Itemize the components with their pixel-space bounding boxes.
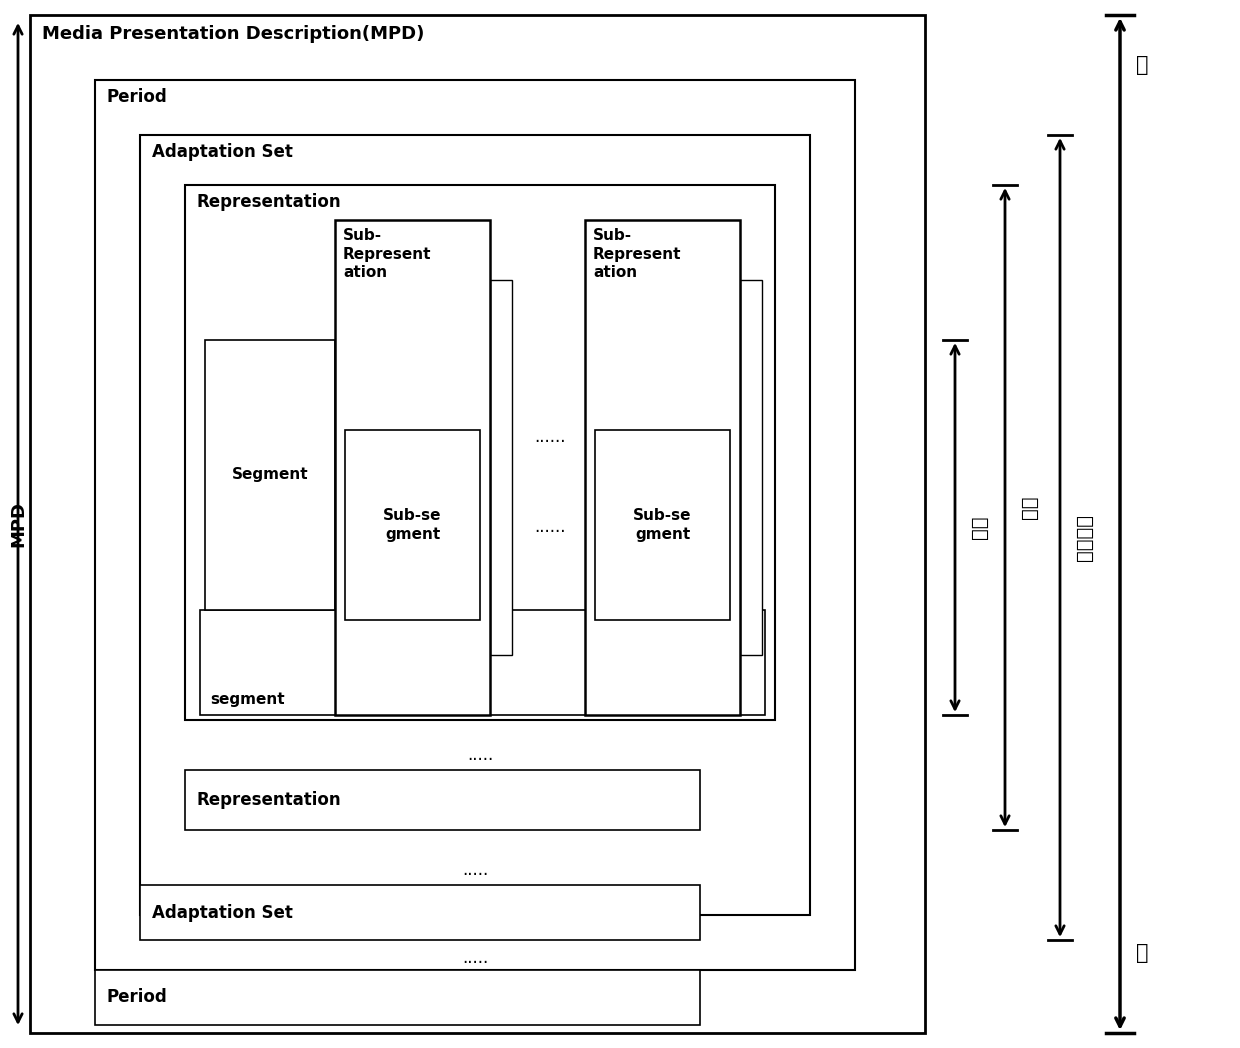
- Text: Sub-se
gment: Sub-se gment: [634, 508, 692, 542]
- Text: .....: .....: [467, 746, 494, 764]
- Text: Representation: Representation: [197, 791, 342, 809]
- Text: 期: 期: [1136, 943, 1148, 963]
- Text: Adaptation Set: Adaptation Set: [153, 903, 293, 921]
- Bar: [95, 970, 701, 1025]
- Bar: [185, 185, 775, 720]
- Bar: [140, 135, 810, 915]
- Text: Adaptation Set: Adaptation Set: [153, 143, 293, 161]
- Text: Representation: Representation: [197, 193, 342, 211]
- Bar: [740, 280, 763, 655]
- Text: .....: .....: [461, 861, 489, 879]
- Bar: [200, 610, 765, 715]
- Bar: [490, 280, 512, 655]
- Text: segment: segment: [210, 692, 285, 707]
- Text: 表示: 表示: [1021, 496, 1039, 519]
- Bar: [205, 340, 335, 610]
- Text: Segment: Segment: [232, 467, 309, 482]
- Text: MPD: MPD: [9, 501, 27, 547]
- Bar: [345, 430, 480, 620]
- Text: Period: Period: [107, 88, 167, 106]
- Text: Sub-
Represent
ation: Sub- Represent ation: [343, 228, 432, 280]
- Text: ......: ......: [534, 429, 565, 446]
- Bar: [140, 885, 701, 940]
- Bar: [30, 15, 925, 1033]
- Text: 自适应集: 自适应集: [1075, 514, 1094, 561]
- Bar: [185, 770, 701, 830]
- Text: Sub-se
gment: Sub-se gment: [383, 508, 441, 542]
- Bar: [335, 220, 490, 715]
- Text: Media Presentation Description(MPD): Media Presentation Description(MPD): [42, 25, 424, 43]
- Bar: [585, 220, 740, 715]
- Bar: [95, 80, 856, 970]
- Text: 时: 时: [1136, 54, 1148, 75]
- Text: Sub-
Represent
ation: Sub- Represent ation: [593, 228, 682, 280]
- Text: Period: Period: [107, 988, 167, 1006]
- Text: 切片: 切片: [970, 516, 990, 540]
- Text: .....: .....: [461, 949, 489, 967]
- Text: ......: ......: [534, 519, 565, 537]
- Bar: [595, 430, 730, 620]
